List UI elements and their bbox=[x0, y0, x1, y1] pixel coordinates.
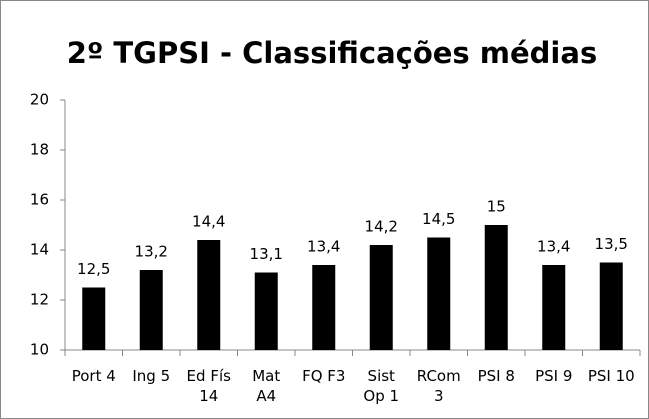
y-tick-label: 10 bbox=[30, 341, 49, 359]
data-label: 14,2 bbox=[365, 218, 398, 236]
x-tick-label: Port 4 bbox=[71, 367, 116, 385]
data-label: 13,5 bbox=[595, 235, 628, 253]
data-label: 13,4 bbox=[307, 238, 340, 256]
bar bbox=[312, 265, 336, 350]
y-tick-label: 12 bbox=[30, 291, 49, 309]
x-tick-label: Ing 5 bbox=[132, 367, 171, 385]
bar bbox=[599, 262, 623, 350]
x-tick-label: Sist Op 1 bbox=[363, 367, 400, 405]
data-label: 15 bbox=[487, 198, 506, 216]
x-tick-label: Mat A4 bbox=[252, 367, 281, 405]
data-label: 14,5 bbox=[422, 210, 455, 228]
x-tick-label: RCom 3 bbox=[416, 367, 461, 405]
bar bbox=[197, 240, 221, 350]
y-tick-label: 20 bbox=[30, 91, 49, 109]
bar bbox=[254, 272, 278, 350]
data-label: 13,2 bbox=[135, 243, 168, 261]
y-tick-label: 16 bbox=[30, 191, 49, 209]
chart-title: 2º TGPSI - Classificações médias bbox=[67, 36, 597, 70]
y-tick-label: 14 bbox=[30, 241, 49, 259]
x-tick-label: PSI 9 bbox=[535, 367, 573, 385]
bar bbox=[139, 270, 163, 350]
data-label: 13,1 bbox=[250, 245, 283, 263]
data-label: 14,4 bbox=[192, 213, 225, 231]
bar bbox=[542, 265, 566, 350]
x-tick-label: PSI 8 bbox=[477, 367, 515, 385]
data-label: 12,5 bbox=[77, 260, 110, 278]
y-tick-label: 18 bbox=[30, 141, 49, 159]
x-tick-label: Ed Fís 14 bbox=[186, 367, 231, 405]
x-tick-label: FQ F3 bbox=[302, 367, 346, 385]
data-label: 13,4 bbox=[537, 238, 570, 256]
bar bbox=[369, 245, 393, 350]
bar bbox=[82, 287, 106, 350]
bar bbox=[427, 237, 451, 350]
bar bbox=[484, 225, 508, 350]
x-tick-label: PSI 10 bbox=[587, 367, 635, 385]
